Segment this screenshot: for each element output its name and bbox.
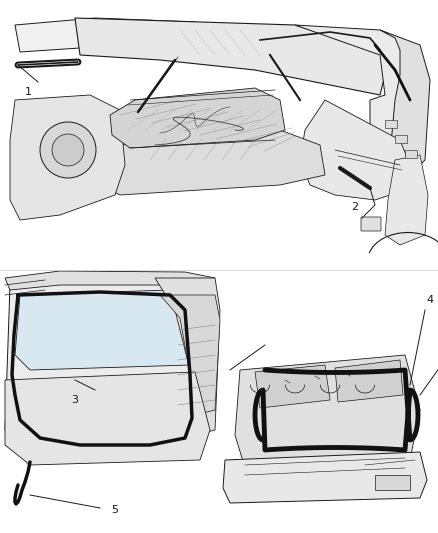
Polygon shape — [15, 18, 260, 60]
Polygon shape — [155, 278, 220, 435]
Text: 4: 4 — [427, 295, 434, 305]
Text: 5: 5 — [112, 505, 119, 515]
Polygon shape — [255, 365, 330, 408]
Polygon shape — [10, 95, 125, 220]
FancyBboxPatch shape — [395, 135, 407, 143]
Circle shape — [52, 134, 84, 166]
Polygon shape — [5, 271, 215, 290]
Polygon shape — [75, 18, 390, 95]
FancyBboxPatch shape — [405, 150, 417, 158]
Polygon shape — [380, 30, 430, 180]
Circle shape — [40, 122, 96, 178]
Polygon shape — [235, 355, 420, 468]
Text: 2: 2 — [351, 202, 359, 212]
Polygon shape — [223, 452, 427, 503]
Text: 1: 1 — [25, 87, 32, 97]
FancyBboxPatch shape — [375, 475, 410, 490]
Polygon shape — [92, 130, 325, 195]
Polygon shape — [5, 278, 210, 455]
Polygon shape — [110, 88, 285, 148]
Polygon shape — [160, 295, 220, 415]
FancyBboxPatch shape — [385, 120, 397, 128]
Polygon shape — [300, 100, 410, 200]
Text: 3: 3 — [71, 395, 78, 405]
Polygon shape — [15, 290, 190, 370]
Polygon shape — [295, 25, 420, 150]
Polygon shape — [335, 360, 403, 402]
FancyBboxPatch shape — [361, 217, 381, 231]
Polygon shape — [385, 155, 428, 245]
Polygon shape — [5, 372, 210, 465]
